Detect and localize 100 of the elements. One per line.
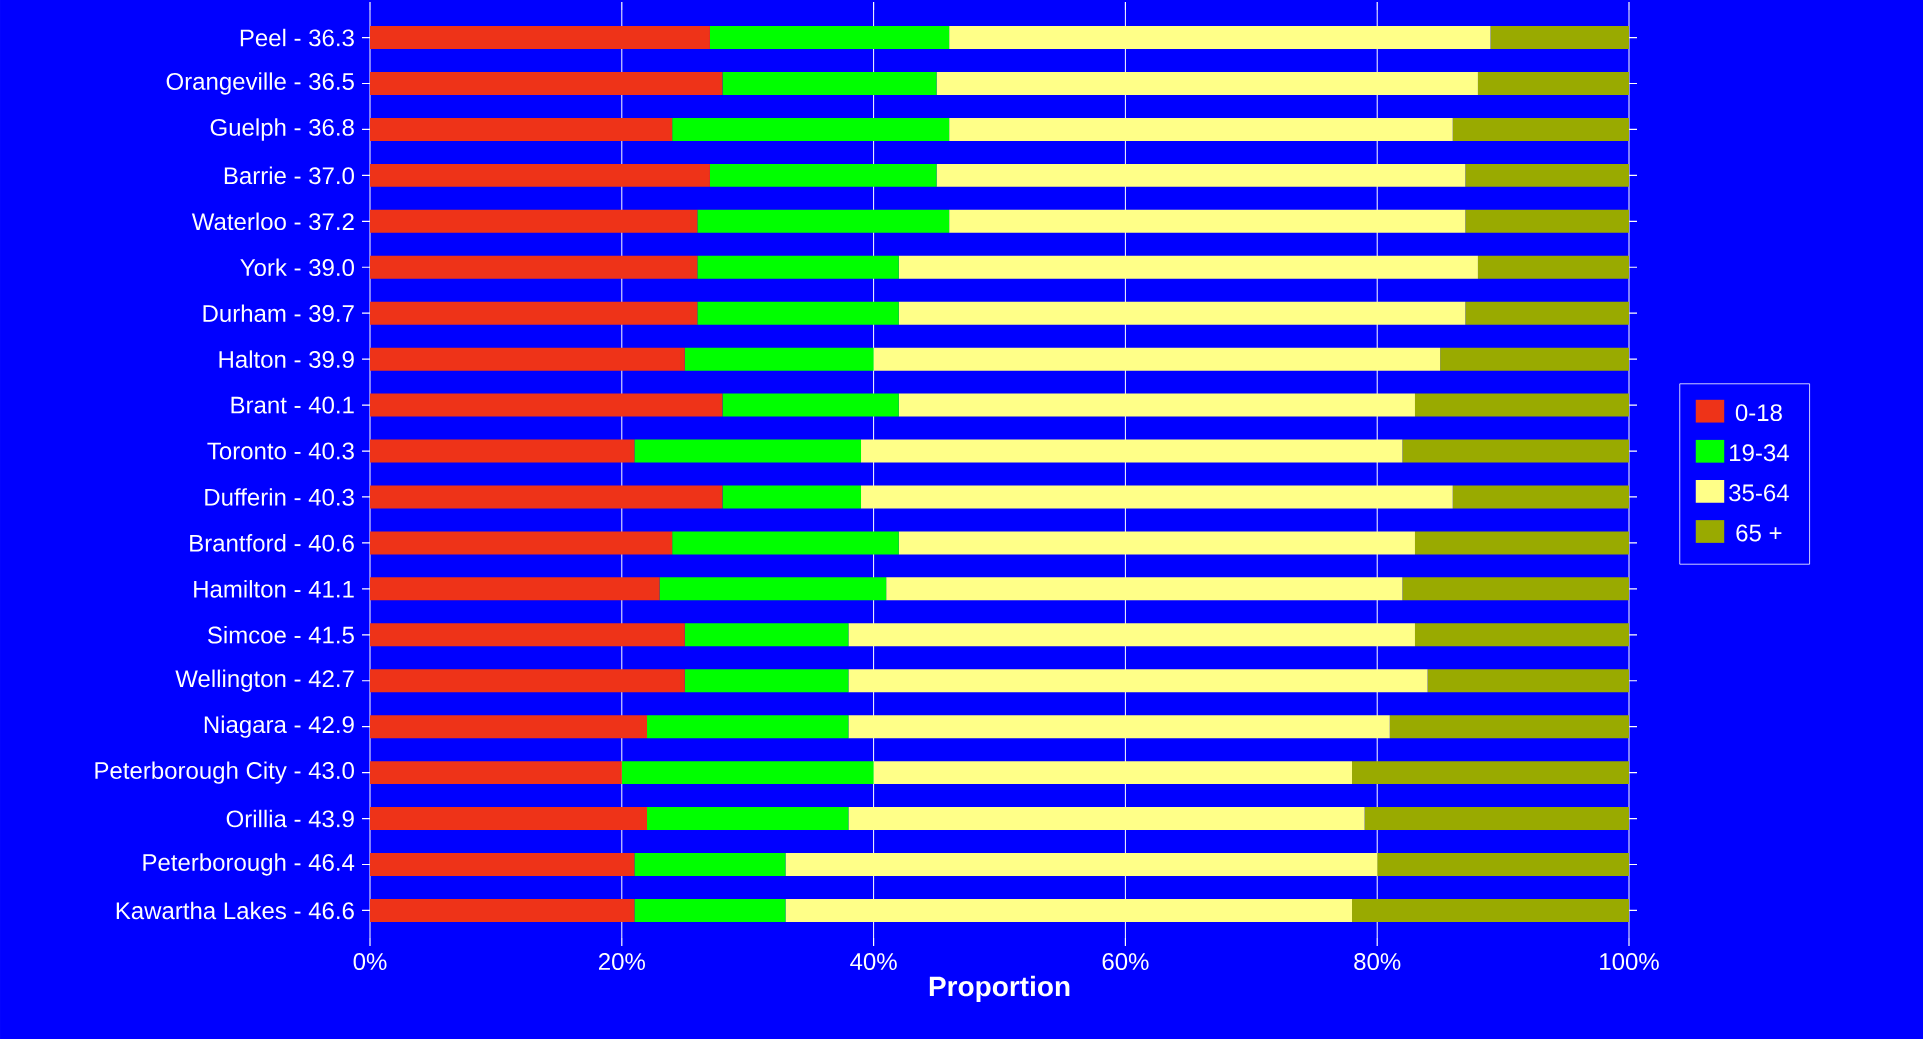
bar xyxy=(370,807,647,831)
y-tick-label: Toronto - 40.3 xyxy=(207,442,354,460)
bar xyxy=(370,761,622,785)
bar xyxy=(1490,26,1629,50)
bar xyxy=(1452,117,1629,141)
bar xyxy=(709,163,937,187)
bar xyxy=(936,163,1466,187)
bar xyxy=(672,531,899,555)
bar xyxy=(621,761,874,785)
y-tick-label: Halton - 39.9 xyxy=(219,350,354,368)
legend-label: 35-64 xyxy=(1729,484,1789,502)
bar xyxy=(1414,531,1629,555)
bar xyxy=(697,301,899,325)
bar xyxy=(1477,255,1629,279)
bar xyxy=(873,347,1441,371)
y-tick-label: Kawartha Lakes - 46.6 xyxy=(116,901,354,920)
bar xyxy=(634,898,786,922)
bar xyxy=(722,72,937,95)
bar xyxy=(370,163,710,187)
bar xyxy=(370,439,635,463)
bar xyxy=(1389,715,1629,739)
y-tick-label: Peel - 36.3 xyxy=(240,28,354,47)
legend-label: 19-34 xyxy=(1730,444,1789,462)
bar xyxy=(1465,301,1629,325)
bar xyxy=(697,255,899,279)
bar xyxy=(1452,485,1629,509)
bar xyxy=(1465,163,1629,187)
x-tick-label: 40% xyxy=(850,953,897,971)
x-tick-label: 100% xyxy=(1600,953,1659,971)
bar xyxy=(898,301,1466,325)
bar xyxy=(1352,898,1629,922)
y-tick-label: York - 39.0 xyxy=(240,258,354,277)
y-tick-label: Orillia - 43.9 xyxy=(226,809,354,828)
x-axis-title: Proportion xyxy=(929,975,1070,1002)
legend-label: 65 + xyxy=(1736,524,1782,542)
bar xyxy=(898,393,1415,417)
bar xyxy=(949,209,1466,233)
bar xyxy=(848,623,1415,647)
bar xyxy=(722,485,862,509)
bar xyxy=(861,439,1403,463)
y-tick-label: Waterloo - 37.2 xyxy=(191,212,354,231)
y-tick-label: Peterborough - 46.4 xyxy=(143,853,355,876)
bar xyxy=(634,853,786,876)
bar xyxy=(1352,761,1629,785)
bar xyxy=(370,347,685,371)
y-tick-label: Guelph - 36.8 xyxy=(210,118,354,141)
bar xyxy=(370,255,698,279)
bar xyxy=(949,117,1453,141)
y-tick-label: Durham - 39.7 xyxy=(203,304,354,322)
y-tick-label: Barrie - 37.0 xyxy=(224,166,354,185)
y-tick-label: Niagara - 42.9 xyxy=(204,715,354,738)
bar xyxy=(370,853,635,876)
bar xyxy=(1465,209,1629,233)
bar xyxy=(370,669,685,693)
bar xyxy=(684,669,849,693)
bar xyxy=(370,209,698,233)
bar xyxy=(370,623,685,647)
bar xyxy=(1377,853,1629,876)
bar xyxy=(936,72,1478,95)
bar xyxy=(1364,807,1629,831)
bar xyxy=(684,347,874,371)
bar xyxy=(370,485,723,509)
bar xyxy=(370,393,723,417)
bar xyxy=(370,26,710,50)
bar xyxy=(1414,393,1629,417)
bar xyxy=(1477,72,1629,95)
bar xyxy=(848,669,1428,693)
bar xyxy=(898,255,1478,279)
bar xyxy=(672,117,950,141)
bar xyxy=(861,485,1453,509)
bar xyxy=(949,26,1491,50)
y-tick-label: Simcoe - 41.5 xyxy=(207,625,354,644)
bar xyxy=(646,715,849,739)
x-tick-label: 60% xyxy=(1102,953,1149,971)
bar xyxy=(370,117,673,141)
bar xyxy=(370,577,660,601)
y-tick-label: Wellington - 42.7 xyxy=(175,669,354,692)
y-tick-label: Brant - 40.1 xyxy=(231,396,354,414)
bar xyxy=(646,807,849,831)
bar xyxy=(370,301,698,325)
bar xyxy=(1427,669,1629,693)
bar xyxy=(709,26,950,50)
bar xyxy=(848,715,1390,739)
y-tick-label: Dufferin - 40.3 xyxy=(205,488,354,506)
y-tick-label: Brantford - 40.6 xyxy=(190,534,354,552)
bar xyxy=(1402,577,1629,601)
bar xyxy=(785,853,1378,876)
bar xyxy=(370,715,647,739)
bar xyxy=(785,898,1353,922)
bar xyxy=(659,577,887,601)
bar xyxy=(886,577,1403,601)
bar xyxy=(1414,623,1629,647)
bar xyxy=(370,898,635,922)
y-tick-label: Orangeville - 36.5 xyxy=(166,72,354,95)
bar xyxy=(1402,439,1629,463)
x-tick-label: 20% xyxy=(598,953,645,971)
bar xyxy=(848,807,1365,831)
x-tick-label: 0% xyxy=(353,953,387,971)
y-tick-label: Peterborough City - 43.0 xyxy=(95,761,354,784)
bar xyxy=(370,72,723,95)
